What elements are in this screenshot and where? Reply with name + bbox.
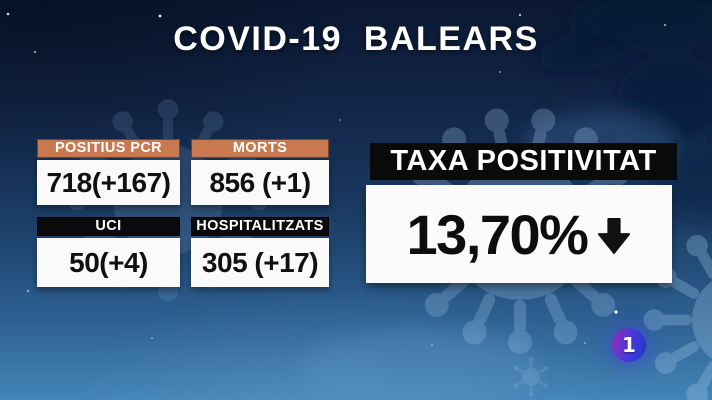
stat-card-positius-pcr: POSITIUS PCR 718(+167) <box>37 139 180 205</box>
stat-value-uci: 50(+4) <box>37 238 180 287</box>
stat-card-uci: UCI 50(+4) <box>37 217 180 287</box>
la1-logo-digit: 1 <box>622 333 636 357</box>
stat-label: UCI <box>95 218 122 235</box>
stat-header-hospitalitzats: HOSPITALITZATS <box>191 217 329 236</box>
stat-value-morts: 856 (+1) <box>191 160 329 205</box>
positivity-value-box: 13,70% <box>366 185 672 283</box>
stat-value-positius-pcr: 718(+167) <box>37 160 180 205</box>
positivity-header: TAXA POSITIVITAT <box>370 143 677 180</box>
stat-card-hospitalitzats: HOSPITALITZATS 305 (+17) <box>191 217 329 287</box>
stat-label: MORTS <box>232 140 288 157</box>
la1-channel-logo: 1 <box>612 328 646 362</box>
stat-card-morts: MORTS 856 (+1) <box>191 139 329 205</box>
stat-header-morts: MORTS <box>191 139 329 158</box>
stat-value-hospitalitzats: 305 (+17) <box>191 238 329 287</box>
stat-label: HOSPITALITZATS <box>196 218 324 235</box>
positivity-value: 13,70% <box>406 202 589 266</box>
stat-header-positius-pcr: POSITIUS PCR <box>37 139 180 158</box>
page-title: COVID-19 BALEARS <box>173 20 539 58</box>
stat-label: POSITIUS PCR <box>54 140 163 157</box>
arrow-down-icon <box>598 218 631 254</box>
stat-header-uci: UCI <box>37 217 180 236</box>
virus-shape-small <box>512 357 550 397</box>
